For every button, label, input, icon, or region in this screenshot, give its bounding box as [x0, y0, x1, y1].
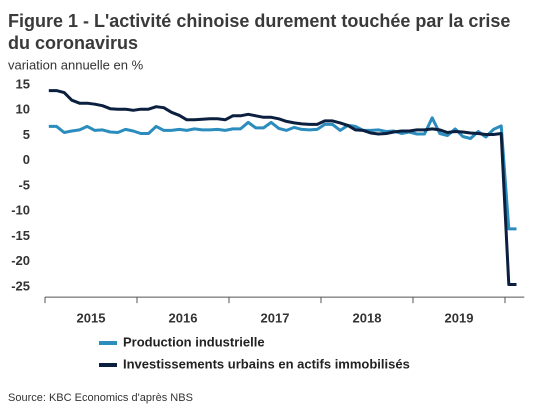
y-tick-label: -25: [11, 278, 30, 293]
series-line: [48, 89, 517, 286]
chart-title: Figure 1 - L'activité chinoise durement …: [8, 11, 510, 53]
series-line: [48, 116, 517, 231]
y-tick-label: -10: [11, 203, 30, 218]
y-tick-label: 0: [23, 152, 30, 167]
y-tick-label: -5: [18, 177, 30, 192]
legend-label: Production industrielle: [123, 334, 265, 349]
legend-label: Investissements urbains en actifs immobi…: [123, 356, 410, 371]
y-tick-label: 10: [16, 102, 30, 117]
y-tick-label: 15: [16, 76, 30, 91]
x-tick-label: 2016: [169, 311, 198, 326]
y-tick-label: -20: [11, 253, 30, 268]
x-tick-label: 2019: [445, 311, 474, 326]
y-tick-label: -15: [11, 228, 30, 243]
x-tick-label: 2018: [353, 311, 382, 326]
y-tick-label: 5: [23, 127, 30, 142]
x-tick-label: 2015: [77, 311, 106, 326]
chart-subtitle: variation annuelle en %: [8, 57, 144, 72]
x-tick-label: 2017: [261, 311, 290, 326]
source: Source: KBC Economics d'après NBS: [8, 392, 193, 404]
